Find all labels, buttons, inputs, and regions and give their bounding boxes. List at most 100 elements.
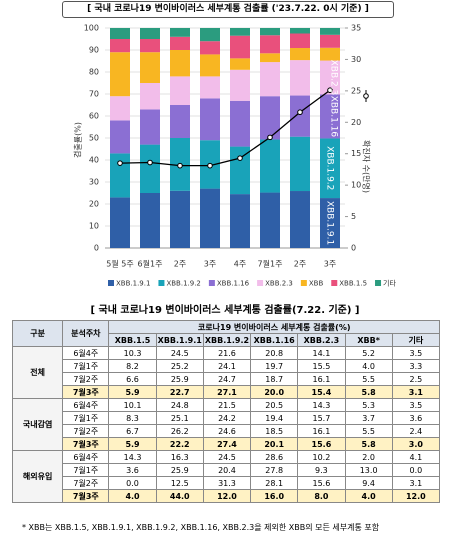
bar-segment <box>320 60 340 95</box>
x-tick-label: 3주 <box>204 260 216 269</box>
header-cell: XBB.1.5 <box>108 333 157 347</box>
week-cell: 7월3주 <box>62 489 110 503</box>
value-cell: 24.5 <box>202 450 252 464</box>
value-cell: 14.1 <box>297 346 346 360</box>
table-row: 7월3주 4.0 44.0 12.0 16.0 8.0 4.0 12.0 <box>13 489 441 503</box>
value-cell: 5.9 <box>108 437 157 451</box>
value-cell: 24.2 <box>202 411 252 425</box>
bar-segment <box>320 94 340 139</box>
value-cell: 15.4 <box>297 385 346 399</box>
y2-tick-label: 20 <box>351 118 361 127</box>
legend-swatch <box>158 280 165 286</box>
value-cell: 18.7 <box>250 372 299 386</box>
value-cell: 20.5 <box>250 398 299 412</box>
legend-swatch <box>108 280 114 286</box>
value-cell: 10.2 <box>297 450 346 464</box>
table-row: 7월3주 5.9 22.2 27.4 20.1 15.6 5.8 3.0 <box>13 437 441 451</box>
y-tick-label: 60 <box>89 112 99 121</box>
value-cell: 18.5 <box>250 424 299 438</box>
bar-segment <box>140 52 160 83</box>
legend-label: 기타 <box>383 279 396 288</box>
bar-segment <box>200 54 220 77</box>
value-cell: 26.2 <box>155 424 204 438</box>
group-cell: 해외유입 <box>11 450 64 503</box>
value-cell: 19.7 <box>250 359 299 373</box>
legend-swatch <box>208 280 215 286</box>
bar-segment <box>140 193 160 248</box>
header-cell: XBB.1.9.2 <box>202 333 252 347</box>
bar-segment <box>170 76 190 105</box>
bar-segment <box>140 144 160 193</box>
value-cell: 13.0 <box>344 463 393 477</box>
group-cell: 국내감염 <box>11 398 64 451</box>
y-tick-label: 70 <box>89 90 99 99</box>
legend-label: XBB.2.3 <box>265 280 293 288</box>
bar-segment <box>110 197 130 248</box>
header-cell: 분석주차 <box>62 320 110 347</box>
value-cell: 24.5 <box>155 346 204 360</box>
line-marker <box>267 134 273 141</box>
header-cell: 기타 <box>391 333 441 347</box>
value-cell: 25.1 <box>155 411 204 425</box>
bar-segment <box>290 95 310 137</box>
bar-segment <box>200 76 220 99</box>
y-tick-label: 40 <box>89 156 99 165</box>
value-cell: 3.3 <box>391 359 441 373</box>
week-cell: 7월1주 <box>62 359 110 373</box>
value-cell: 3.1 <box>391 385 441 399</box>
legend-swatch <box>257 280 264 286</box>
value-cell: 3.6 <box>391 411 441 425</box>
value-cell: 20.0 <box>250 385 299 399</box>
value-cell: 8.0 <box>297 489 346 503</box>
line-marker <box>237 155 243 161</box>
value-cell: 31.3 <box>202 476 252 490</box>
value-cell: 24.1 <box>202 359 252 373</box>
bar-segment <box>110 153 130 198</box>
legend-label: XBB.1.9.1 <box>116 280 150 288</box>
value-cell: 27.8 <box>250 463 299 477</box>
value-cell: 22.7 <box>155 385 204 399</box>
legend-label: XBB.1.16 <box>217 280 250 288</box>
bar-segment <box>290 28 310 34</box>
value-cell: 12.0 <box>391 489 441 503</box>
value-cell: 4.1 <box>391 450 441 464</box>
header-cell: XBB.1.16 <box>250 333 299 347</box>
bar-segment <box>260 28 280 36</box>
value-cell: 15.6 <box>297 437 346 451</box>
value-cell: 24.6 <box>202 424 252 438</box>
bar-segment <box>230 146 250 195</box>
legend-label: 확진자 수(만명) <box>362 140 372 193</box>
value-cell: 10.3 <box>108 346 157 360</box>
value-cell: 2.4 <box>391 424 441 438</box>
y2-tick-label: 35 <box>351 24 361 33</box>
value-cell: 25.9 <box>155 463 204 477</box>
value-cell: 5.3 <box>344 398 393 412</box>
bar-segment <box>260 192 280 248</box>
table-row: 7월1주 3.6 25.9 20.4 27.8 9.3 13.0 0.0 <box>13 463 441 477</box>
y2-tick-label: 10 <box>351 181 361 190</box>
value-cell: 14.3 <box>297 398 346 412</box>
data-table: 구분 분석주차 코로나19 변이바이러스 세부계통 검출률(%) XBB.1.5 XBB… <box>11 320 441 503</box>
table-row: 7월1주 8.2 25.2 24.1 19.7 15.5 4.0 3.3 <box>13 359 441 373</box>
value-cell: 16.1 <box>297 372 346 386</box>
week-cell: 7월1주 <box>62 463 110 477</box>
bar-segment <box>260 62 280 97</box>
bar-segment <box>110 28 130 39</box>
y-tick-label: 30 <box>89 178 99 187</box>
table-row: 7월3주 5.9 22.7 27.1 20.0 15.4 5.8 3.1 <box>13 385 441 399</box>
header-cell: 코로나19 변이바이러스 세부계통 검출률(%) <box>108 320 440 334</box>
line-marker <box>147 159 153 166</box>
week-cell: 7월1주 <box>62 411 110 425</box>
value-cell: 5.8 <box>344 437 393 451</box>
x-tick-label: 3주 <box>324 260 336 269</box>
header-cell: XBB.1.9.1 <box>155 333 204 347</box>
value-cell: 44.0 <box>155 489 204 503</box>
value-cell: 24.7 <box>202 372 252 386</box>
header-cell: 구분 <box>11 320 64 347</box>
value-cell: 15.5 <box>297 359 346 373</box>
bar-segment <box>320 47 340 61</box>
line <box>119 89 331 167</box>
value-cell: 5.8 <box>344 385 393 399</box>
line-marker <box>297 109 303 116</box>
x-tick-label: 2주 <box>294 260 306 269</box>
